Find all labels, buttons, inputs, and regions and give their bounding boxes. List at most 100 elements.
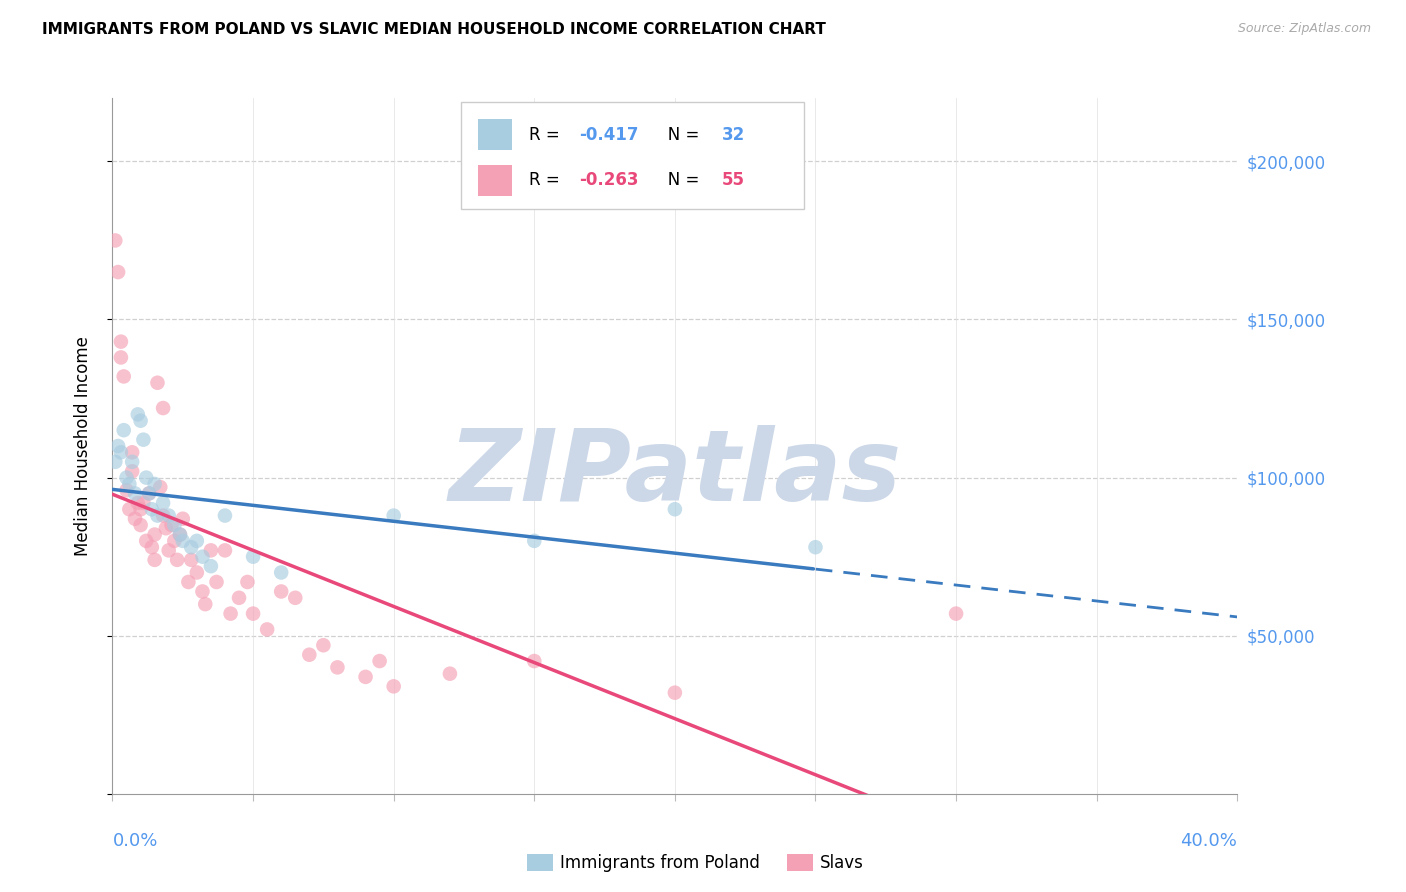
Point [270, 566, 292, 580]
Point [242, 607, 264, 621]
Point [172, 512, 194, 526]
Point [160, 518, 183, 533]
Point [163, 533, 186, 548]
Text: N =: N = [652, 126, 704, 144]
Point [382, 508, 405, 523]
Point [104, 455, 127, 469]
Point [157, 508, 180, 523]
Point [172, 533, 194, 548]
Point [143, 477, 166, 491]
Text: -0.417: -0.417 [579, 126, 638, 144]
FancyBboxPatch shape [461, 102, 804, 210]
Point [200, 543, 222, 558]
Text: Source: ZipAtlas.com: Source: ZipAtlas.com [1237, 22, 1371, 36]
Point [186, 533, 208, 548]
Point [141, 540, 163, 554]
Point [110, 334, 132, 349]
Point [200, 559, 222, 574]
Point [141, 502, 163, 516]
Point [157, 543, 180, 558]
Point [439, 666, 461, 681]
Point [104, 234, 127, 248]
Text: 40.0%: 40.0% [1181, 832, 1237, 850]
Point [118, 502, 141, 516]
Point [121, 445, 143, 459]
Point [256, 623, 278, 637]
Point [664, 502, 686, 516]
Text: R =: R = [529, 171, 565, 189]
Text: N =: N = [652, 171, 704, 189]
Point [228, 591, 250, 605]
Point [127, 408, 149, 422]
Text: IMMIGRANTS FROM POLAND VS SLAVIC MEDIAN HOUSEHOLD INCOME CORRELATION CHART: IMMIGRANTS FROM POLAND VS SLAVIC MEDIAN … [42, 22, 827, 37]
Point [110, 351, 132, 365]
Point [129, 502, 152, 516]
Point [284, 591, 307, 605]
Point [115, 483, 138, 498]
Point [945, 607, 967, 621]
Point [118, 477, 141, 491]
Point [107, 439, 129, 453]
Point [132, 433, 155, 447]
Point [155, 521, 177, 535]
Point [112, 369, 135, 384]
Point [804, 540, 827, 554]
Point [152, 496, 174, 510]
FancyBboxPatch shape [478, 120, 512, 151]
Point [191, 584, 214, 599]
Point [214, 508, 236, 523]
Text: 0.0%: 0.0% [112, 832, 157, 850]
FancyBboxPatch shape [478, 164, 512, 196]
Point [191, 549, 214, 564]
Point [270, 584, 292, 599]
Point [205, 574, 228, 589]
Point [129, 414, 152, 428]
Text: Slavs: Slavs [820, 854, 863, 871]
Point [523, 533, 546, 548]
Text: 55: 55 [723, 171, 745, 189]
Text: ZIPatlas: ZIPatlas [449, 425, 901, 523]
Point [127, 496, 149, 510]
Y-axis label: Median Household Income: Median Household Income [73, 336, 91, 556]
Point [129, 518, 152, 533]
Point [132, 496, 155, 510]
Point [107, 265, 129, 279]
Point [112, 423, 135, 437]
Point [312, 638, 335, 652]
Point [180, 540, 202, 554]
Point [180, 553, 202, 567]
Point [242, 549, 264, 564]
Point [135, 470, 157, 484]
Point [166, 553, 188, 567]
Point [186, 566, 208, 580]
Text: -0.263: -0.263 [579, 171, 638, 189]
Text: R =: R = [529, 126, 565, 144]
Point [135, 533, 157, 548]
Point [121, 455, 143, 469]
Point [138, 486, 160, 500]
Point [163, 518, 186, 533]
Point [382, 679, 405, 693]
Point [143, 527, 166, 541]
Point [146, 508, 169, 523]
Point [146, 376, 169, 390]
Point [115, 470, 138, 484]
Point [368, 654, 391, 668]
Text: Immigrants from Poland: Immigrants from Poland [560, 854, 759, 871]
Point [664, 686, 686, 700]
Point [169, 527, 191, 541]
Point [298, 648, 321, 662]
Point [110, 445, 132, 459]
Point [138, 486, 160, 500]
Point [214, 543, 236, 558]
Point [152, 401, 174, 415]
Point [354, 670, 377, 684]
Point [177, 574, 200, 589]
Point [523, 654, 546, 668]
Point [121, 464, 143, 478]
Text: 32: 32 [723, 126, 745, 144]
Point [219, 607, 242, 621]
Point [169, 527, 191, 541]
Point [326, 660, 349, 674]
Point [124, 486, 146, 500]
